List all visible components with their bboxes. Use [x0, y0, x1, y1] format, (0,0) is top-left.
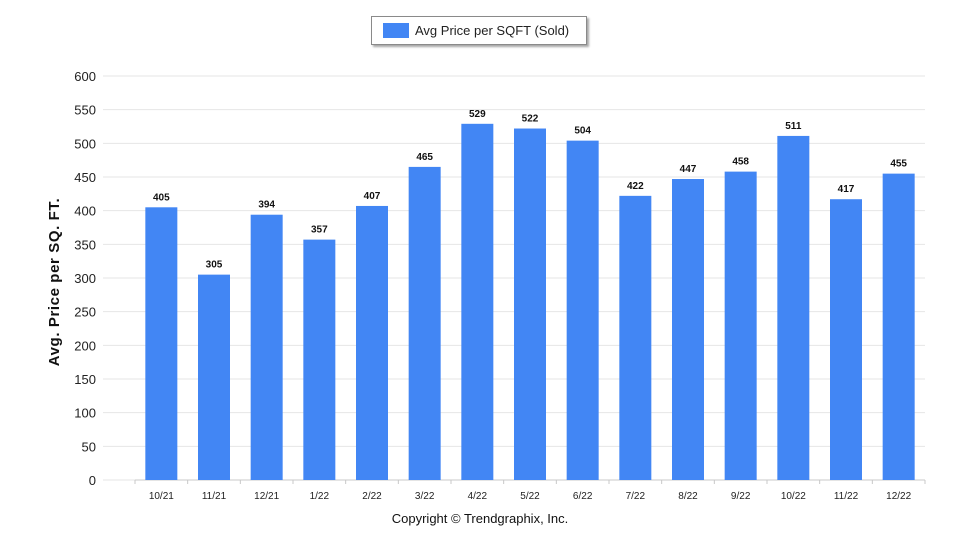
bar	[882, 173, 915, 480]
y-axis-title: Avg. Price per SQ. FT.	[46, 198, 63, 367]
y-tick-label: 0	[89, 473, 96, 488]
bar	[514, 128, 546, 480]
bar	[777, 135, 810, 480]
data-label: 447	[680, 164, 697, 175]
y-tick-label: 300	[74, 271, 96, 286]
y-tick-label: 350	[74, 237, 96, 252]
data-label: 522	[522, 114, 539, 125]
x-tick-label: 7/22	[626, 491, 646, 502]
bar	[566, 140, 599, 480]
bar	[303, 239, 336, 480]
y-tick-label: 50	[82, 439, 96, 454]
data-label: 394	[258, 200, 275, 211]
data-label: 405	[153, 192, 170, 203]
data-label: 455	[890, 159, 907, 170]
y-tick-label: 200	[74, 338, 96, 353]
data-label: 422	[627, 181, 644, 192]
legend: Avg Price per SQFT (Sold)	[371, 16, 587, 45]
data-label: 465	[416, 152, 433, 163]
bar	[198, 274, 230, 480]
bar	[672, 179, 704, 480]
y-tick-label: 500	[74, 136, 96, 151]
data-label: 357	[311, 225, 328, 236]
bar	[461, 123, 494, 480]
bar	[145, 207, 178, 481]
bar	[619, 195, 652, 480]
bar	[250, 214, 283, 480]
x-tick-label: 2/22	[362, 491, 382, 502]
data-label: 305	[206, 260, 223, 271]
data-label: 504	[574, 126, 591, 137]
data-label: 407	[364, 191, 381, 202]
x-tick-label: 10/22	[781, 491, 806, 502]
bar	[408, 166, 441, 480]
bar	[830, 199, 862, 480]
y-tick-label: 250	[74, 305, 96, 320]
y-tick-label: 600	[74, 69, 96, 84]
x-tick-label: 6/22	[573, 491, 593, 502]
x-tick-label: 9/22	[731, 491, 751, 502]
bar	[356, 205, 388, 480]
bar-chart: 0 50 100 150 200 250 300 350 400 450 500 550 600 405 1…	[46, 69, 926, 502]
x-tick-label: 11/21	[202, 491, 227, 502]
data-label: 529	[469, 109, 486, 120]
bar	[724, 171, 757, 480]
y-tick-label: 550	[74, 103, 96, 118]
y-tick-label: 150	[74, 372, 96, 387]
y-tick-label: 100	[74, 406, 96, 421]
x-tick-label: 10/21	[149, 491, 174, 502]
x-tick-label: 1/22	[310, 491, 330, 502]
x-tick-label: 8/22	[678, 491, 698, 502]
x-tick-label: 12/22	[886, 491, 911, 502]
x-tick-label: 11/22	[834, 491, 859, 502]
legend-label: Avg Price per SQFT (Sold)	[415, 23, 570, 38]
x-tick-label: 5/22	[520, 491, 540, 502]
x-tick-label: 4/22	[468, 491, 488, 502]
data-label: 417	[838, 184, 855, 195]
x-tick-label: 12/21	[254, 491, 279, 502]
legend-swatch	[383, 23, 409, 38]
data-label: 458	[732, 157, 749, 168]
x-tick-label: 3/22	[415, 491, 435, 502]
data-label: 511	[785, 121, 802, 132]
copyright-text: Copyright © Trendgraphix, Inc.	[391, 511, 569, 526]
y-tick-label: 400	[74, 204, 96, 219]
y-tick-label: 450	[74, 170, 96, 185]
